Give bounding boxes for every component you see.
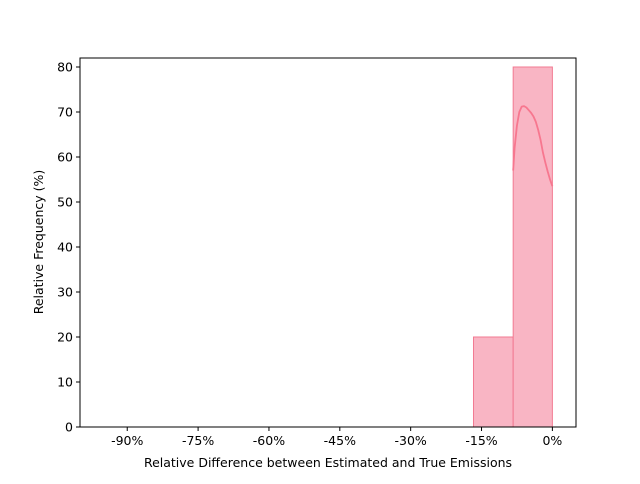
x-tick-label: 0% (542, 433, 562, 448)
histogram-bar-10 (472, 336, 514, 428)
histogram-bar-11 (512, 66, 553, 428)
y-tick-label: 70 (57, 105, 73, 120)
x-tick-label: -15% (465, 433, 497, 448)
y-tick-label: 40 (57, 240, 73, 255)
x-tick-label: -60% (253, 433, 285, 448)
y-tick-label: 50 (57, 195, 73, 210)
bars-layer (472, 66, 553, 428)
y-tick-label: 80 (57, 60, 73, 75)
y-axis-label: Relative Frequency (%) (31, 170, 46, 315)
x-axis-label: Relative Difference between Estimated an… (144, 455, 512, 470)
x-axis-ticks: -90% -75% -60% -45% -30% -15% 0% (111, 427, 562, 448)
plot-frame (79, 57, 577, 428)
x-tick-label: -75% (182, 433, 214, 448)
y-tick-label: 10 (57, 375, 73, 390)
y-axis-ticks: 0 10 20 30 40 50 60 70 80 (57, 60, 80, 435)
y-tick-label: 60 (57, 150, 73, 165)
x-tick-label: -45% (324, 433, 356, 448)
y-tick-label: 20 (57, 330, 73, 345)
y-tick-label: 30 (57, 285, 73, 300)
kde-line (512, 105, 554, 187)
x-tick-label: -30% (395, 433, 427, 448)
x-tick-label: -90% (111, 433, 143, 448)
y-tick-label: 0 (65, 420, 73, 435)
kde-layer (512, 105, 554, 187)
